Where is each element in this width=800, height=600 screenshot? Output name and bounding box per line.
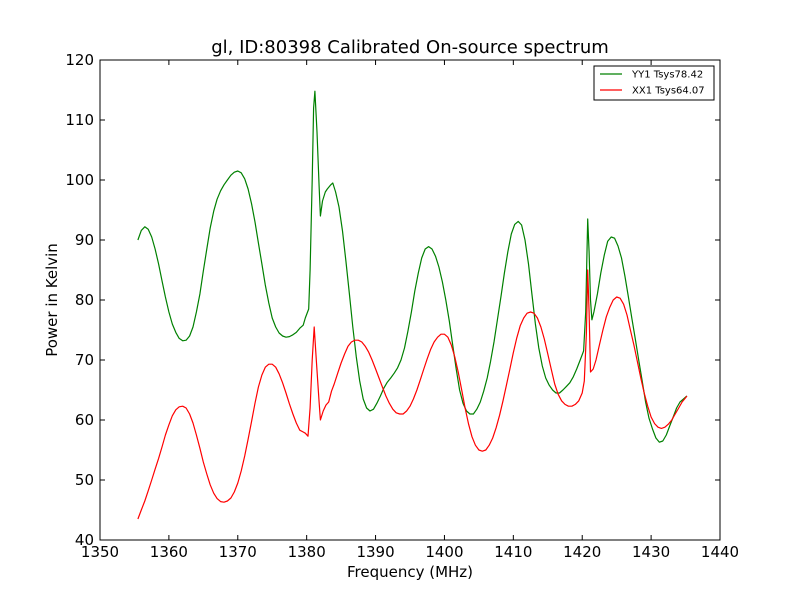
y-axis-label: Power in Kelvin (43, 243, 61, 357)
y-tick-label: 40 (75, 531, 94, 549)
legend: YY1 Tsys78.42 XX1 Tsys64.07 (593, 65, 715, 101)
legend-box (593, 65, 715, 101)
x-tick-label: 1360 (150, 543, 188, 561)
x-tick-label: 1400 (425, 543, 463, 561)
y-axis-ticks: 40 50 60 70 80 90 100 110 120 (65, 51, 720, 549)
series-line-yy1 (137, 90, 688, 443)
x-tick-label: 1390 (356, 543, 394, 561)
y-tick-label: 80 (75, 291, 94, 309)
x-tick-label: 1430 (632, 543, 670, 561)
series-line-xx1 (137, 269, 688, 520)
y-tick-label: 120 (65, 51, 94, 69)
y-tick-label: 70 (75, 351, 94, 369)
x-tick-label: 1380 (288, 543, 326, 561)
x-tick-label: 1410 (494, 543, 532, 561)
x-tick-label: 1350 (81, 543, 119, 561)
y-tick-label: 50 (75, 471, 94, 489)
x-axis-label: Frequency (MHz) (347, 563, 473, 581)
y-tick-label: 90 (75, 231, 94, 249)
legend-label-yy1: YY1 Tsys78.42 (631, 70, 703, 81)
x-tick-label: 1420 (563, 543, 601, 561)
chart-title: gl, ID:80398 Calibrated On-source spectr… (211, 37, 609, 58)
y-tick-label: 60 (75, 411, 94, 429)
x-tick-label: 1370 (219, 543, 257, 561)
plot-area: 1350 1360 1370 1380 1390 1400 1410 1420 1430 1440… (65, 51, 739, 561)
legend-label-xx1: XX1 Tsys64.07 (632, 86, 705, 97)
x-axis-ticks: 1350 1360 1370 1380 1390 1400 1410 1420 1430 1440 (81, 60, 739, 561)
y-tick-label: 100 (65, 171, 94, 189)
y-tick-label: 110 (65, 111, 94, 129)
x-tick-label: 1440 (701, 543, 739, 561)
series-lines (137, 90, 688, 520)
